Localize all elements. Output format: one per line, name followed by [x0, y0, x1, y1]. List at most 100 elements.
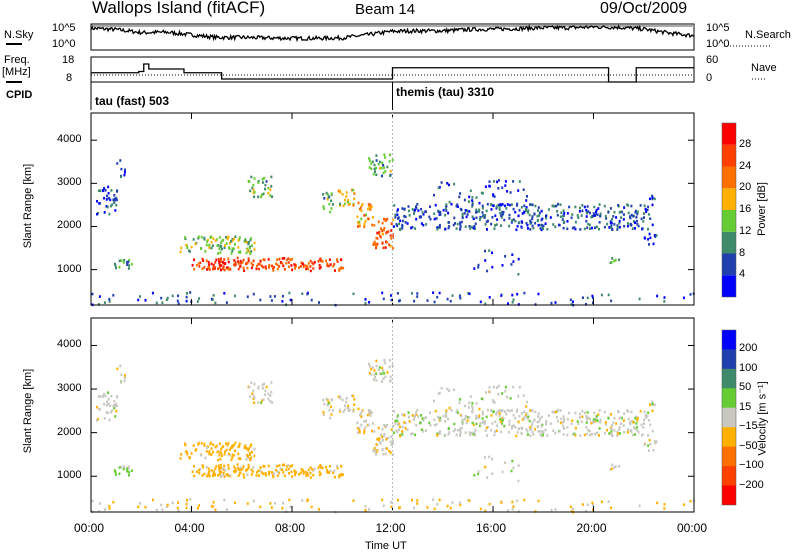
echo-cell [653, 440, 656, 443]
echo-cell [225, 508, 228, 511]
echo-cell [373, 373, 376, 376]
echo-cell [498, 208, 501, 211]
echo-cell [218, 263, 221, 267]
echo-cell [640, 423, 643, 427]
echo-cell [113, 194, 116, 197]
echo-cell [294, 265, 297, 268]
echo-cell [232, 247, 235, 251]
echo-cell [330, 192, 333, 195]
echo-cell [389, 440, 392, 444]
echo-cell [523, 291, 526, 295]
echo-cell [348, 202, 351, 206]
y-tick-label: 2000 [57, 219, 82, 232]
colorbar-segment [722, 446, 736, 467]
echo-cell [382, 163, 385, 167]
echo-cell [570, 509, 573, 513]
colorbar-segment [722, 253, 736, 276]
echo-cell [609, 427, 612, 431]
echo-cell [583, 205, 586, 209]
echo-cell [210, 262, 213, 266]
echo-cell [493, 385, 495, 389]
echo-cell [525, 222, 528, 225]
echo-cell [118, 265, 121, 269]
echo-cell [581, 409, 584, 413]
echo-cell [484, 223, 487, 226]
echo-cell [512, 424, 515, 427]
echo-cell [249, 458, 252, 462]
echo-cell [479, 300, 482, 304]
echo-cell [396, 209, 399, 213]
echo-cell [283, 257, 286, 260]
echo-cell [214, 261, 217, 264]
echo-cell [338, 269, 341, 272]
echo-cell [516, 499, 519, 503]
echo-cell [655, 440, 658, 443]
echo-cell [260, 264, 263, 268]
echo-cell [126, 260, 129, 264]
echo-cell [234, 441, 237, 445]
echo-cell [246, 248, 249, 252]
echo-cell [193, 474, 196, 478]
echo-cell [389, 244, 392, 248]
echo-cell [357, 407, 360, 411]
echo-cell [538, 417, 541, 421]
echo-cell [384, 156, 387, 159]
echo-cell [318, 263, 321, 267]
echo-cell [123, 379, 126, 383]
echo-cell [98, 295, 101, 298]
echo-cell [613, 210, 616, 214]
echo-cell [245, 251, 248, 255]
echo-cell [363, 431, 366, 435]
echo-cell [252, 191, 255, 195]
echo-cell [263, 465, 266, 468]
echo-cell [637, 431, 640, 434]
echo-cell [531, 430, 534, 434]
echo-cell [473, 226, 476, 230]
echo-cell [386, 165, 389, 169]
echo-cell [395, 223, 398, 226]
echo-cell [445, 209, 448, 212]
echo-cell [481, 204, 484, 208]
echo-cell [228, 448, 231, 451]
echo-cell [396, 419, 399, 423]
echo-cell [591, 214, 594, 218]
echo-cell [251, 450, 253, 454]
colorbar-tick-label: 12 [739, 224, 752, 237]
echo-cell [273, 502, 276, 505]
echo-cell [98, 303, 100, 306]
echo-cell [620, 216, 623, 219]
echo-cell [225, 442, 227, 445]
echo-cell [208, 268, 211, 271]
echo-cell [502, 416, 505, 420]
echo-cell [185, 295, 188, 299]
echo-cell [207, 472, 210, 475]
echo-cell [499, 203, 502, 206]
echo-cell [622, 424, 625, 427]
echo-cell [327, 264, 330, 268]
echo-cell [291, 268, 294, 272]
echo-cell [429, 217, 432, 221]
echo-cell [629, 216, 632, 220]
echo-cell [580, 214, 583, 217]
echo-cell [196, 507, 199, 510]
echo-cell [215, 465, 218, 468]
echo-cell [128, 259, 131, 262]
echo-cell [428, 215, 431, 219]
echo-cell [382, 232, 384, 236]
colorbar-segment [722, 349, 736, 369]
echo-cell [420, 208, 423, 211]
echo-cell [439, 419, 442, 422]
colorbar-segment [722, 466, 736, 486]
echo-cell [523, 417, 526, 420]
echo-cell [434, 203, 437, 207]
echo-cell [223, 475, 226, 478]
echo-cell [436, 432, 439, 436]
echo-cell [257, 387, 260, 390]
echo-cell [468, 195, 471, 199]
echo-cell [259, 260, 262, 263]
echo-cell [396, 414, 399, 417]
echo-cell [648, 419, 651, 422]
echo-cell [339, 202, 341, 206]
echo-cell [357, 225, 359, 228]
echo-cell [127, 467, 130, 470]
